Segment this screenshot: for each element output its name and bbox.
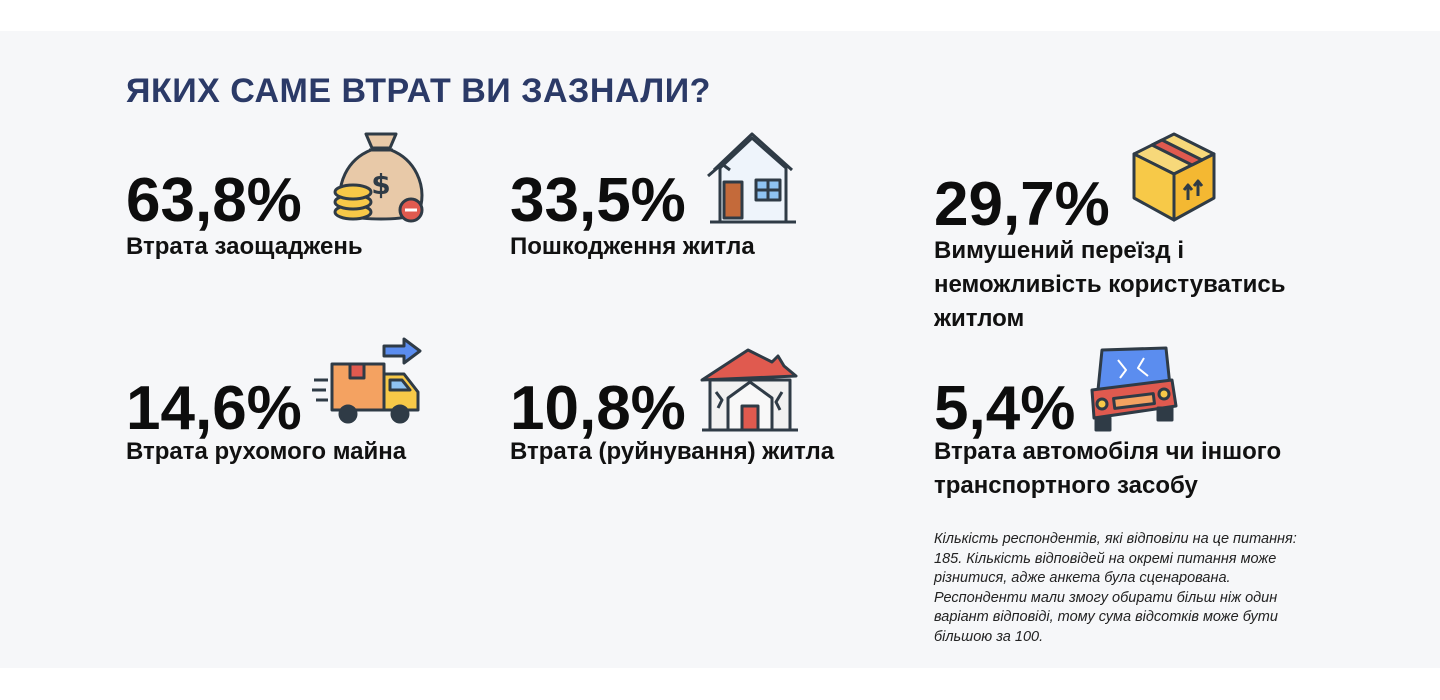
- stat-label: Втрата рухомого майна: [126, 438, 407, 465]
- stat-percent: 29,7%: [934, 170, 1110, 239]
- chart-title: ЯКИХ САМЕ ВТРАТ ВИ ЗАЗНАЛИ?: [126, 72, 711, 110]
- stat-percent: 10,8%: [510, 374, 686, 443]
- stat-percent: 63,8%: [126, 166, 302, 235]
- destroyed-house-icon: [700, 348, 798, 432]
- stat-label: Пошкодження житла: [510, 233, 755, 260]
- delivery-truck-icon: [312, 337, 422, 424]
- stat-savings-loss: 63,8% $ Втрата заощаджень: [126, 126, 456, 276]
- stat-label: Втрата заощаджень: [126, 233, 363, 260]
- stat-movable-property-loss: 14,6% Втрата рухомого майна: [126, 336, 456, 476]
- stat-housing-damage: 33,5% Пошкодження житла: [510, 126, 840, 276]
- stat-percent: 5,4%: [934, 374, 1076, 443]
- stat-label: Втрата (руйнування) житла: [510, 438, 835, 465]
- stat-percent: 14,6%: [126, 374, 302, 443]
- money-bag-icon: $: [333, 132, 424, 223]
- stat-forced-relocation: 29,7% Вимушений переїзд і неможливість к…: [934, 126, 1334, 336]
- stat-label: Вимушений переїзд і неможливість користу…: [934, 237, 1286, 332]
- damaged-house-icon: [707, 132, 796, 224]
- stat-housing-destruction: 10,8% Втрата (руйнування) житла: [510, 346, 870, 476]
- stat-vehicle-loss: 5,4% Втрата автомобіля чи іншого транспо…: [934, 346, 1334, 506]
- infographic-panel: [0, 31, 1440, 668]
- stat-label: Втрата автомобіля чи іншого транспортног…: [934, 438, 1282, 499]
- svg-text:$: $: [371, 168, 390, 201]
- crashed-car-icon: [1090, 346, 1178, 432]
- footnote: Кількість респондентів, які відповіли на…: [934, 531, 1297, 645]
- moving-box-icon: [1132, 132, 1216, 222]
- stat-percent: 33,5%: [510, 166, 686, 235]
